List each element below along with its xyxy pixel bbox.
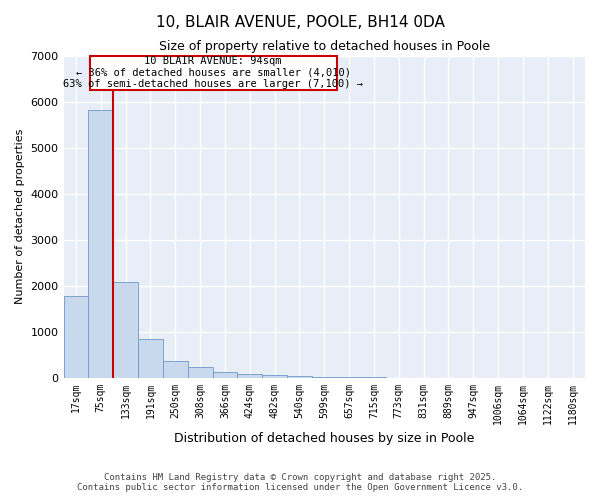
Bar <box>138 339 163 378</box>
Bar <box>238 374 262 378</box>
X-axis label: Distribution of detached houses by size in Poole: Distribution of detached houses by size … <box>174 432 475 445</box>
Bar <box>262 375 287 378</box>
Text: 10 BLAIR AVENUE: 94sqm
← 36% of detached houses are smaller (4,010)
63% of semi-: 10 BLAIR AVENUE: 94sqm ← 36% of detached… <box>63 56 363 90</box>
Bar <box>212 372 238 378</box>
Text: Contains HM Land Registry data © Crown copyright and database right 2025.
Contai: Contains HM Land Registry data © Crown c… <box>77 473 523 492</box>
Bar <box>113 282 138 378</box>
Bar <box>163 360 188 378</box>
Bar <box>312 376 337 378</box>
Bar <box>337 377 362 378</box>
Text: 10, BLAIR AVENUE, POOLE, BH14 0DA: 10, BLAIR AVENUE, POOLE, BH14 0DA <box>155 15 445 30</box>
Title: Size of property relative to detached houses in Poole: Size of property relative to detached ho… <box>159 40 490 53</box>
Bar <box>64 296 88 378</box>
Y-axis label: Number of detached properties: Number of detached properties <box>15 129 25 304</box>
Bar <box>287 376 312 378</box>
Bar <box>188 366 212 378</box>
FancyBboxPatch shape <box>89 56 337 90</box>
Bar <box>88 110 113 378</box>
